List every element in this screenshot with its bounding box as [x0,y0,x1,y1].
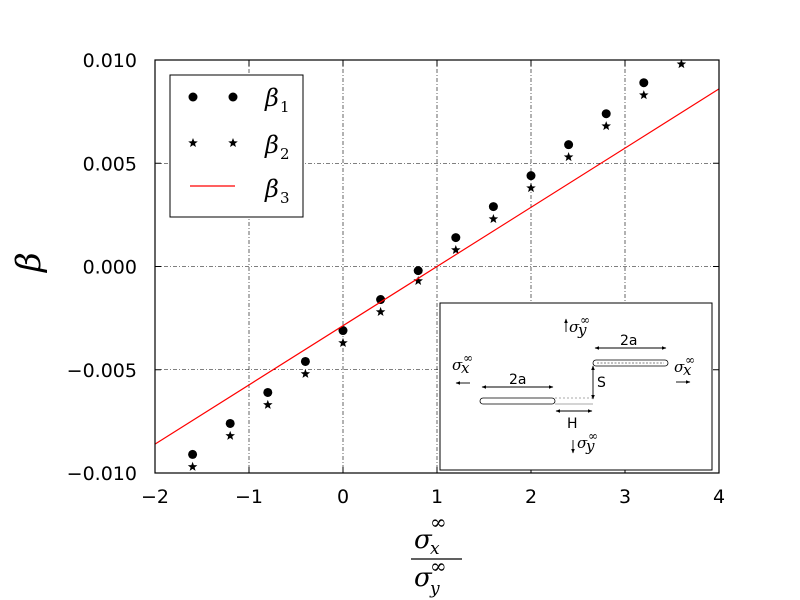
legend-marker-star [188,138,198,148]
label-2a-right: 2a [620,333,638,349]
x-label-denominator-sup: ∞ [430,554,447,578]
beta2-point [451,244,461,255]
x-tick-label: 4 [713,486,725,508]
beta2-point [563,152,574,162]
legend-label-sub: 3 [280,189,290,207]
x-label-numerator-sub: x [430,539,440,559]
sigma-y-top: σ y ∞ [564,313,590,339]
legend-entry-beta1: β 1 [188,84,290,116]
beta2-point [375,306,386,316]
label-S: S [597,375,606,391]
sigma-symbol: σ [452,356,463,374]
y-tick-label: −0.005 [67,360,137,382]
beta2-point [300,368,311,378]
beta1-point [526,171,536,181]
legend-star-shape [228,138,238,148]
x-tick-label: 1 [431,486,443,508]
x-tick-label: 2 [525,486,537,508]
sigma-sub: y [577,321,587,339]
sigma-sup: ∞ [463,351,473,365]
beta1-point [451,233,461,243]
sigma-symbol: σ [674,358,685,376]
sigma-symbol: σ [577,434,588,452]
y-tick-label: 0.005 [83,153,137,175]
beta2-point [338,337,348,347]
legend-label-sub: 1 [280,98,290,116]
x-tick-label: −1 [235,486,263,508]
label-H: H [567,416,578,432]
x-tick-label: −2 [141,486,169,508]
legend-entry-beta2: β 2 [188,131,290,163]
beta1-point [639,78,649,88]
legend-label-beta: β [264,84,279,112]
sigma-sub: y [585,437,595,455]
y-tick-label: −0.010 [67,463,137,485]
y-axis-label: β [9,252,49,274]
x-axis-label: σ x ∞ σ y ∞ [411,510,462,599]
beta2-point [526,183,536,193]
label-2a-left: 2a [509,372,527,388]
beta1-point [488,202,498,212]
legend-marker-circle [188,92,198,102]
beta1-point [188,449,198,459]
legend-label-sub: 2 [280,145,290,163]
y-tick-label: 0.010 [83,50,137,72]
sigma-sub: x [461,359,470,377]
inset-diagram: 2a 2a S H σ y ∞ σ y ∞ σ x ∞ σ [439,302,713,471]
beta2-point [601,121,611,131]
beta3-line [154,88,720,445]
sigma-y-bottom: σ y ∞ [571,429,598,455]
legend-label-beta: β [264,175,279,203]
beta2-point [225,430,235,440]
x-tick-label: 3 [619,486,631,508]
beta1-point [564,140,574,150]
y-tick-label: 0.000 [83,257,137,279]
legend-marker-star [228,138,238,148]
beta2-point [263,399,273,409]
beta2-point [187,461,198,471]
sigma-x-left: σ x ∞ [452,351,473,385]
legend-label-beta: β [264,131,279,159]
beta2-point [488,214,499,224]
beta1-point [225,418,235,428]
x-label-numerator: σ [414,525,433,555]
legend-entry-beta3: β 3 [190,175,290,207]
beta1-point [263,387,273,397]
sigma-sub: x [683,361,692,379]
series-layer [154,59,720,471]
sigma-x-right: σ x ∞ [674,353,695,384]
beta1-point [413,266,423,276]
sigma-symbol: σ [569,318,580,336]
ticks: −2 −1 0 1 2 3 4 −0.010 −0.005 0.000 0.005 0.010 [67,50,725,508]
legend-star-shape [188,138,198,148]
beta2-point [413,275,423,285]
legend: β 1 β 2 β 3 [169,74,304,218]
x-label-denominator-sub: y [429,579,440,599]
legend-marker-circle [228,92,238,102]
beta1-point [300,356,310,366]
beta2-point [639,90,649,100]
sigma-sup: ∞ [588,429,598,443]
x-tick-label: 0 [337,486,349,508]
x-label-numerator-sup: ∞ [430,510,447,534]
sigma-sup: ∞ [685,353,695,367]
beta2-point [676,59,687,69]
beta1-point [376,295,386,305]
beta1-point [338,326,348,336]
sigma-sup: ∞ [580,313,590,327]
beta1-point [601,109,611,119]
x-label-denominator: σ [414,563,433,593]
left-crack [479,397,556,405]
